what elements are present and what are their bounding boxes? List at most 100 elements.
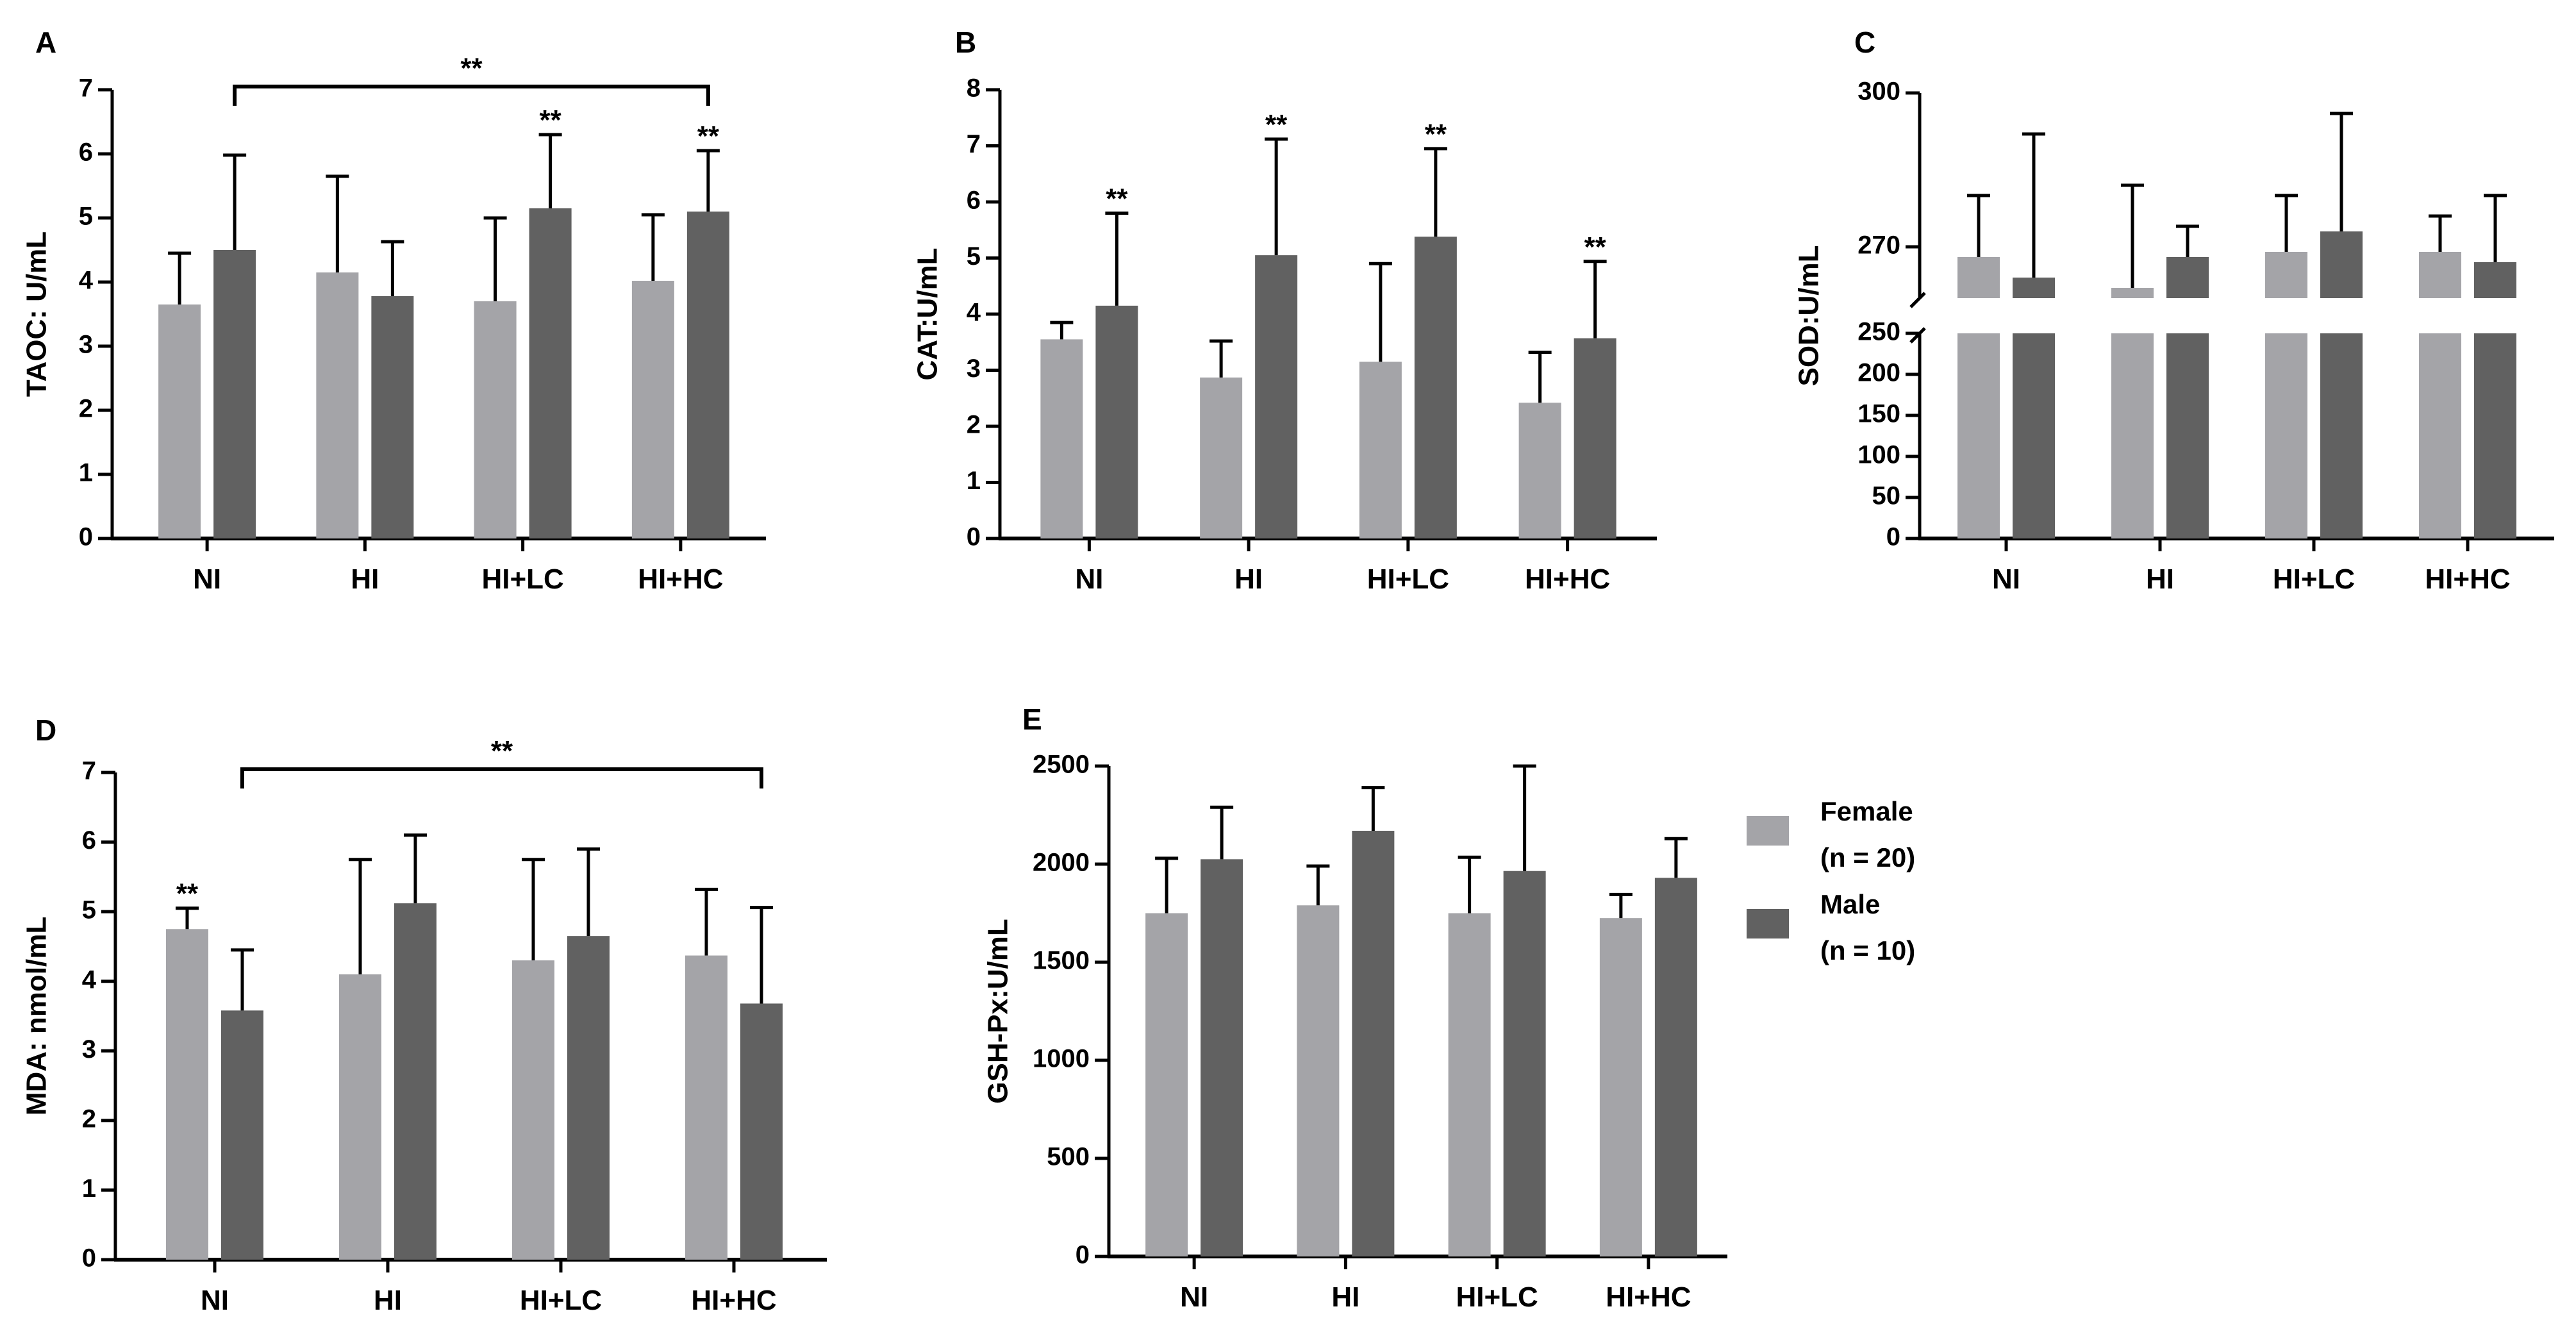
y-tick-label: 150 — [1857, 400, 1900, 428]
bar-male — [740, 1003, 783, 1260]
axis-break-mark — [1909, 327, 1926, 344]
x-category-label: HI+LC — [481, 563, 563, 595]
x-category-label: HI+HC — [1525, 563, 1610, 595]
y-tick-label: 0 — [1886, 523, 1900, 551]
y-tick-label: 5 — [79, 203, 93, 231]
axis-break-mark — [1909, 292, 1926, 308]
y-tick-label: 300 — [1857, 78, 1900, 106]
legend: Female (n = 20) Male (n = 10) — [1747, 796, 1915, 965]
y-tick-label: 100 — [1857, 441, 1900, 469]
y-axis-title: MDA: nmol/mL — [21, 917, 53, 1115]
x-category-label: HI — [374, 1285, 402, 1316]
significance-star: ** — [176, 878, 199, 910]
significance-star: ** — [1106, 183, 1128, 215]
x-category-label: HI — [351, 563, 379, 595]
y-tick-label: 1 — [967, 467, 981, 495]
bar-male — [2320, 231, 2363, 298]
x-category-label: HI+LC — [2273, 563, 2355, 595]
panel-e-gsh-px-chart: E GSH-Px:U/mL 0 500 1000 1500 2000 2500 NI HI HI+L… — [983, 703, 1727, 1313]
panel-letter: E — [1022, 703, 1042, 736]
bar-male-lower — [2474, 333, 2516, 538]
y-tick-label: 0 — [1076, 1241, 1090, 1269]
bar-male — [529, 208, 572, 538]
bracket-significance-label: ** — [491, 735, 513, 767]
x-category-label: HI — [2146, 563, 2174, 595]
bar-female — [631, 281, 674, 538]
y-tick-label: 1000 — [1033, 1045, 1090, 1073]
bar-female — [1518, 403, 1561, 538]
x-category-label: NI — [1075, 563, 1103, 595]
bar-male — [394, 903, 436, 1260]
bar-female — [1040, 339, 1083, 538]
legend-female-swatch — [1747, 816, 1789, 846]
bar-male — [567, 936, 610, 1260]
y-tick-label: 6 — [79, 138, 93, 167]
y-tick-label: 2 — [79, 395, 93, 423]
significance-star: ** — [540, 104, 562, 136]
significance-star: ** — [1265, 109, 1288, 140]
y-tick-label: 2 — [82, 1105, 96, 1133]
legend-male-n: (n = 10) — [1820, 935, 1915, 965]
bar-female — [1957, 257, 2000, 298]
x-category-label: HI+HC — [2425, 563, 2510, 595]
y-axis-title: CAT:U/mL — [912, 248, 943, 381]
x-category-label: NI — [1992, 563, 2020, 595]
y-tick-label: 2500 — [1033, 751, 1090, 779]
bar-male — [1095, 305, 1138, 538]
legend-male-swatch — [1747, 909, 1789, 938]
y-tick-label: 7 — [82, 757, 96, 785]
bracket-significance-label: ** — [460, 53, 483, 84]
y-tick-label: 50 — [1872, 482, 1901, 510]
bar-female-lower — [2419, 333, 2461, 538]
bar-male — [1255, 255, 1298, 538]
panel-c-sod-chart: C SOD:U/mL 0 50 100 150 200 250 270 300 NI HI HI+LC H… — [1793, 26, 2554, 595]
bar-male — [371, 296, 414, 538]
bar-female — [2419, 252, 2461, 298]
y-tick-label: 0 — [967, 523, 981, 551]
bar-female — [339, 974, 381, 1260]
y-tick-label: 4 — [967, 299, 981, 327]
y-tick-label: 7 — [967, 130, 981, 158]
y-tick-label: 3 — [79, 331, 93, 359]
bar-female — [2265, 252, 2307, 298]
x-category-label: NI — [201, 1285, 229, 1316]
bar-female — [1448, 913, 1491, 1256]
bar-female — [1599, 918, 1642, 1256]
y-tick-label: 5 — [967, 242, 981, 271]
bar-male — [2474, 262, 2516, 298]
bar-female — [474, 301, 517, 538]
y-tick-label: 3 — [967, 355, 981, 383]
y-tick-label: 0 — [79, 523, 93, 551]
y-tick-label: 8 — [967, 74, 981, 103]
x-category-label: NI — [1180, 1281, 1208, 1313]
y-tick-label: 2 — [967, 411, 981, 439]
significance-bracket — [240, 767, 763, 788]
y-tick-label: 1 — [79, 459, 93, 487]
legend-female-label: Female — [1820, 796, 1913, 826]
legend-male-label: Male — [1820, 889, 1880, 919]
bar-female — [685, 955, 727, 1260]
bar-female — [512, 960, 554, 1260]
significance-bracket — [233, 85, 710, 106]
bar-female — [1297, 905, 1340, 1256]
x-category-label: NI — [193, 563, 221, 595]
panel-a-taoc-chart: A TAOC: U/mL 0 1 2 3 4 5 6 7 NI HI HI+LC HI+HC ** ** ** — [21, 26, 766, 595]
panel-d-mda-chart: D MDA: nmol/mL 0 1 2 3 4 5 6 7 NI HI HI+LC HI+HC ** ** — [21, 713, 827, 1316]
bar-female — [166, 929, 208, 1260]
bar-female — [1359, 362, 1402, 538]
y-tick-label: 7 — [79, 74, 93, 103]
y-tick-label: 200 — [1857, 359, 1900, 387]
y-tick-label: 3 — [82, 1035, 96, 1064]
bar-male — [213, 250, 256, 538]
bar-female — [158, 304, 201, 538]
bar-male — [2013, 278, 2055, 298]
significance-star: ** — [1425, 119, 1447, 150]
y-tick-label: 4 — [79, 267, 94, 295]
bar-female-lower — [1957, 333, 2000, 538]
x-category-label: HI+LC — [1367, 563, 1449, 595]
y-tick-label: 1 — [82, 1174, 96, 1203]
x-category-label: HI — [1331, 1281, 1359, 1313]
bar-female — [316, 272, 359, 538]
y-tick-label: 6 — [967, 187, 981, 215]
bar-male — [1414, 237, 1457, 538]
